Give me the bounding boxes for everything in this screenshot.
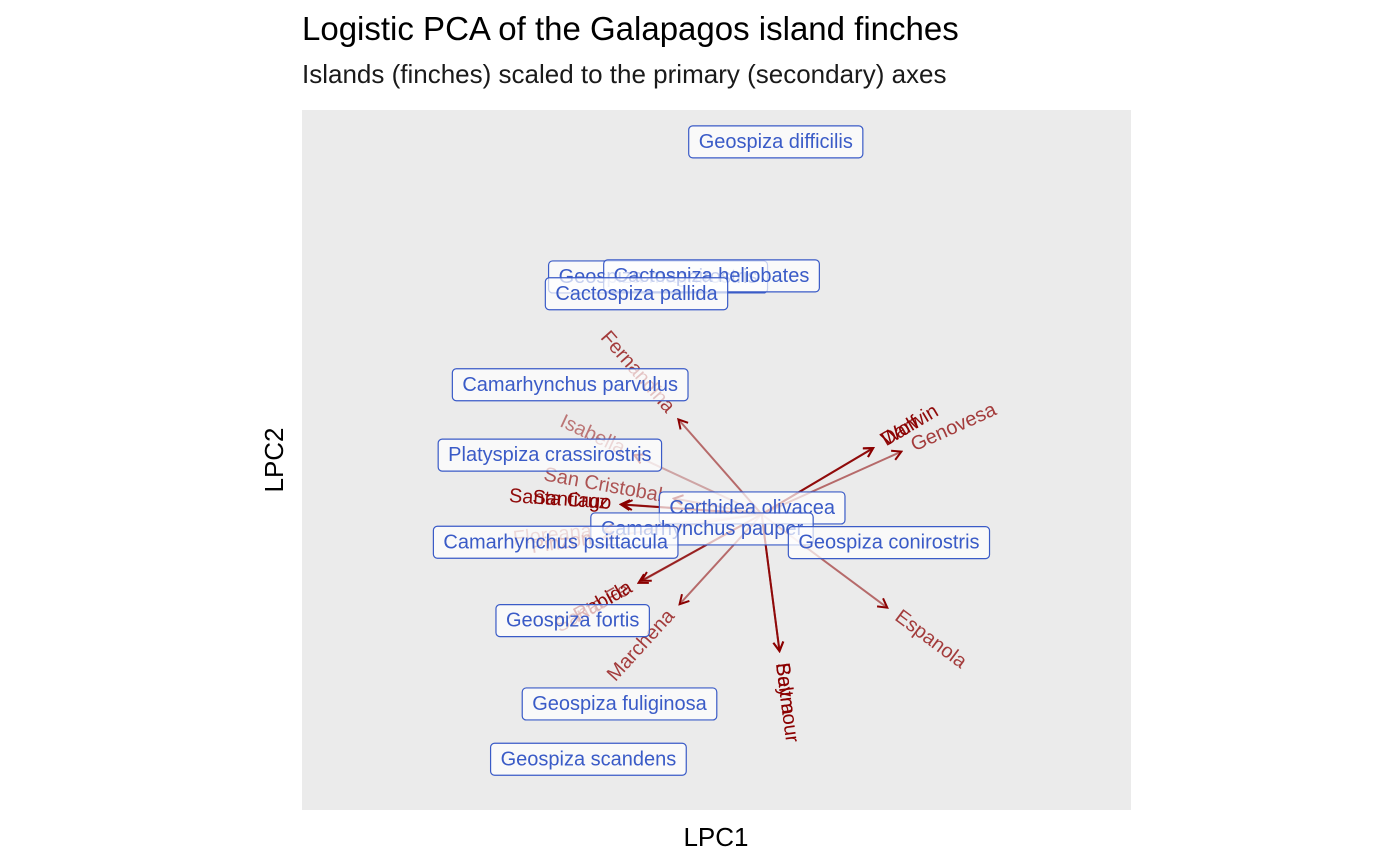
finch-label-text: Camarhynchus psittacula	[443, 531, 668, 553]
finch-label-text: Geospiza fortis	[506, 610, 639, 632]
finch-label-box	[489, 742, 687, 776]
finch-label-box	[688, 125, 864, 159]
finch-label-box	[521, 687, 718, 721]
island-label-santiago: Santiago	[532, 486, 612, 513]
y-axis-title: LPC2	[259, 427, 289, 492]
finch-label-text: Geospiza difficilis	[699, 131, 853, 153]
finch-label-geospiza-conirostris: Geospiza conirostris	[787, 525, 991, 560]
finch-label-geospiza-fortis: Geospiza fortis	[495, 604, 650, 638]
finch-label-text: Platyspiza crassirostris	[448, 444, 651, 466]
finch-label-cactospiza-pallida: Cactospiza pallida	[544, 277, 729, 311]
finch-label-camarhynchus-psittacula: Camarhynchus psittacula	[432, 525, 679, 559]
chart-title: Logistic PCA of the Galapagos island fin…	[302, 10, 959, 47]
finch-label-text: Geospiza scandens	[501, 748, 677, 770]
finch-label-box	[544, 277, 729, 311]
x-axis-title: LPC1	[683, 822, 748, 852]
finch-label-platyspiza-crassirostris: Platyspiza crassirostris	[437, 438, 663, 472]
finch-label-geospiza-difficilis: Geospiza difficilis	[688, 125, 864, 159]
finch-label-geospiza-fuliginosa: Geospiza fuliginosa	[521, 687, 718, 721]
chart-subtitle: Islands (finches) scaled to the primary …	[302, 59, 947, 89]
finch-label-camarhynchus-parvulus: Camarhynchus parvulus	[451, 368, 689, 402]
finch-label-box	[495, 604, 650, 638]
finch-label-geospiza-scandens: Geospiza scandens	[489, 742, 687, 776]
finch-label-text: Geospiza fuliginosa	[532, 693, 707, 715]
finch-label-text: Geospiza conirostris	[798, 532, 979, 554]
finch-label-text: Cactospiza pallida	[555, 283, 718, 305]
finch-label-box	[787, 525, 991, 560]
finch-label-box	[451, 368, 689, 402]
finch-label-box	[437, 438, 663, 472]
finch-label-box	[432, 525, 679, 559]
finch-label-text: Camarhynchus parvulus	[462, 374, 678, 396]
